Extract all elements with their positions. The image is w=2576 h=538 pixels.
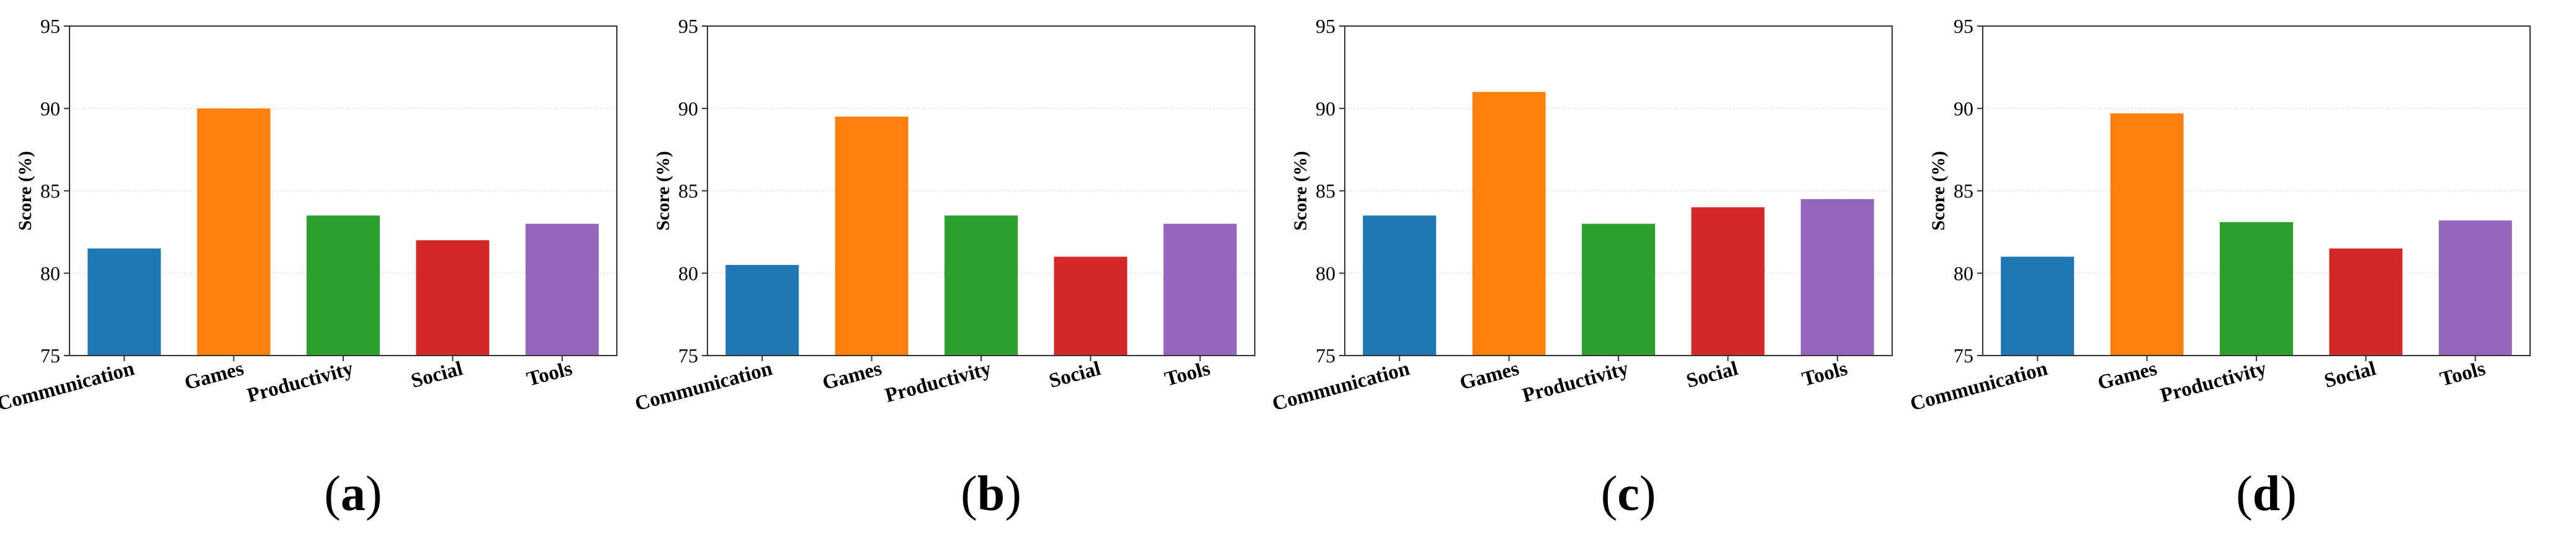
bar-games bbox=[197, 108, 271, 356]
y-tick-label: 75 bbox=[40, 344, 60, 367]
bar-tools bbox=[2438, 220, 2512, 356]
y-tick-label: 80 bbox=[40, 262, 60, 284]
bar-productivity bbox=[1582, 223, 1655, 356]
x-tick-label-productivity: Productivity bbox=[1520, 357, 1631, 407]
panel-label: (d) bbox=[2236, 467, 2297, 521]
x-tick-label-tools: Tools bbox=[1800, 357, 1850, 391]
bar-communication bbox=[2001, 256, 2075, 356]
chart-panel-b: 75 80 85 90 95 Communication GamesProductivity… bbox=[632, 15, 1255, 521]
y-tick-label: 80 bbox=[1316, 262, 1335, 284]
panel-letter: c bbox=[1617, 467, 1640, 521]
y-tick-label: 95 bbox=[678, 15, 698, 37]
x-tick-label-productivity: Productivity bbox=[2158, 357, 2269, 407]
y-tick-label: 80 bbox=[1954, 262, 1973, 284]
y-axis-label: Score (%) bbox=[1928, 151, 1949, 231]
x-tick-label-social: Social bbox=[1684, 357, 1741, 393]
x-tick-label-communication: Communication bbox=[1270, 357, 1412, 416]
bar-tools bbox=[1800, 199, 1874, 356]
y-tick-label: 85 bbox=[1954, 180, 1973, 202]
y-tick-label: 85 bbox=[40, 180, 60, 202]
x-tick-label-tools: Tools bbox=[1162, 357, 1213, 391]
y-tick-label: 90 bbox=[40, 97, 60, 120]
panel-letter: b bbox=[977, 467, 1005, 521]
bar-tools bbox=[525, 223, 599, 356]
x-tick-label-games: Games bbox=[1458, 357, 1522, 395]
bar-social bbox=[416, 240, 490, 356]
x-tick-label-communication: Communication bbox=[632, 357, 774, 416]
y-tick-label: 75 bbox=[678, 344, 698, 367]
x-tick-label-social: Social bbox=[1047, 357, 1103, 393]
x-tick-label-games: Games bbox=[820, 357, 884, 395]
bar-social bbox=[1691, 207, 1765, 356]
y-tick-label: 75 bbox=[1316, 344, 1335, 367]
x-tick-label-productivity: Productivity bbox=[245, 357, 356, 407]
x-tick-label-productivity: Productivity bbox=[882, 357, 994, 407]
bar-communication bbox=[1363, 215, 1437, 356]
x-tick-label-games: Games bbox=[2096, 357, 2160, 395]
x-tick-label-games: Games bbox=[182, 357, 246, 395]
chart-panel-c: 75 80 85 90 95 Communication GamesProductivity… bbox=[1270, 15, 1893, 521]
panel-label: (c) bbox=[1601, 467, 1656, 521]
x-tick-label-tools: Tools bbox=[2438, 357, 2488, 391]
x-tick-label-communication: Communication bbox=[0, 357, 137, 416]
panel-label: (b) bbox=[961, 467, 1021, 521]
y-tick-label: 80 bbox=[678, 262, 698, 284]
bar-productivity bbox=[945, 215, 1018, 356]
y-tick-label: 75 bbox=[1954, 344, 1973, 367]
y-axis-label: Score (%) bbox=[653, 151, 673, 231]
bar-social bbox=[1054, 256, 1128, 356]
y-tick-label: 95 bbox=[1316, 15, 1335, 37]
x-tick-label-tools: Tools bbox=[524, 357, 575, 391]
bar-games bbox=[1472, 92, 1546, 356]
chart-panel-d: 75 80 85 90 95 Communication GamesProductivity… bbox=[1908, 15, 2531, 521]
bar-social bbox=[2329, 248, 2403, 356]
y-tick-label: 90 bbox=[678, 97, 698, 120]
y-tick-label: 90 bbox=[1316, 97, 1335, 120]
bar-communication bbox=[88, 248, 161, 356]
x-tick-label-communication: Communication bbox=[1908, 357, 2050, 416]
y-tick-label: 95 bbox=[40, 15, 60, 37]
x-tick-label-social: Social bbox=[409, 357, 465, 393]
panel-letter: a bbox=[341, 467, 366, 521]
y-tick-label: 90 bbox=[1954, 97, 1973, 120]
x-tick-label-social: Social bbox=[2322, 357, 2379, 393]
y-axis-label: Score (%) bbox=[1290, 151, 1311, 231]
y-tick-label: 85 bbox=[678, 180, 698, 202]
panel-letter: d bbox=[2253, 467, 2281, 521]
bar-communication bbox=[725, 264, 799, 356]
panel-label: (a) bbox=[324, 467, 382, 521]
chart-panel-a: 75 80 85 90 95 Communication GamesProductivity… bbox=[0, 15, 617, 521]
bar-productivity bbox=[2220, 222, 2293, 356]
y-axis-label: Score (%) bbox=[15, 151, 35, 231]
bar-games bbox=[835, 117, 909, 356]
bar-productivity bbox=[307, 215, 380, 356]
y-tick-label: 85 bbox=[1316, 180, 1335, 202]
bar-games bbox=[2110, 113, 2184, 356]
y-tick-label: 95 bbox=[1954, 15, 1973, 37]
bar-tools bbox=[1163, 223, 1237, 356]
